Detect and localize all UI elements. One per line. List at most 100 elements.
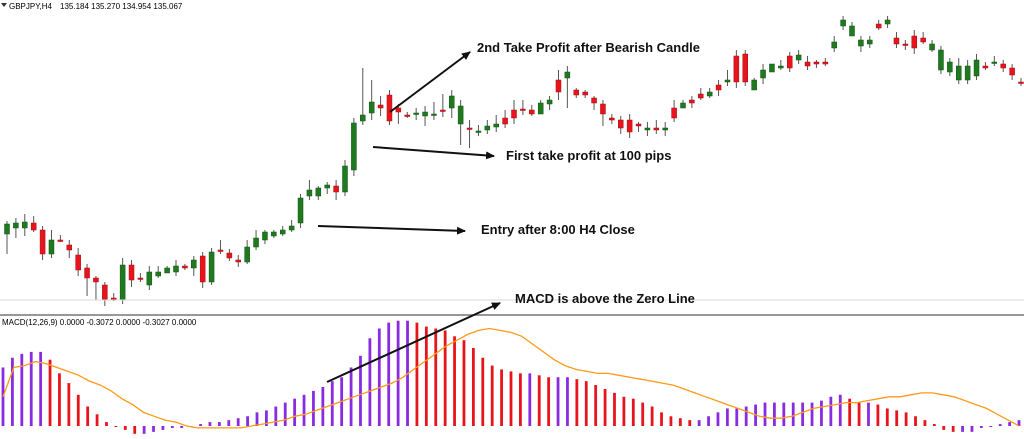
macd-histogram-bar: [942, 426, 946, 430]
candle: [653, 120, 660, 134]
candle: [22, 214, 28, 236]
bullish-candle-body: [324, 184, 330, 189]
pane-separator[interactable]: [0, 299, 1024, 316]
bearish-candle-body: [511, 109, 517, 119]
candle: [1018, 78, 1024, 86]
candle: [795, 50, 802, 64]
bullish-candle-body: [431, 113, 437, 116]
candle: [564, 66, 571, 108]
macd-signal-line: [2, 327, 1020, 429]
candle: [893, 32, 900, 48]
bearish-candle-body: [66, 244, 73, 251]
candle: [164, 266, 170, 274]
macd-histogram-bar: [377, 328, 381, 426]
macd-histogram-bar: [330, 381, 334, 426]
macd-histogram-bar: [528, 373, 532, 426]
macd-histogram-bar: [142, 426, 146, 434]
bearish-candle-body: [137, 277, 144, 280]
candle: [680, 100, 686, 109]
annotation-second-take-profit: 2nd Take Profit after Bearish Candle: [477, 40, 700, 55]
macd-indicator-label: MACD(12,26,9) 0.0000 -0.3072 0.0000 -0.3…: [2, 318, 197, 327]
bullish-candle-body: [778, 65, 784, 69]
macd-histogram-bar: [547, 377, 551, 426]
macd-histogram-bar: [641, 402, 645, 426]
macd-histogram-bar: [246, 416, 249, 426]
bullish-candle-body: [680, 102, 686, 109]
bullish-candle-body: [253, 237, 259, 248]
symbol-label: GBPJPY,H4: [9, 2, 53, 11]
macd-histogram-bar: [923, 420, 927, 426]
bullish-candle-body: [22, 221, 28, 229]
bullish-candle-body: [964, 65, 971, 81]
macd-histogram-bar: [904, 412, 908, 426]
bearish-candle-body: [529, 109, 535, 115]
bearish-candle-body: [466, 127, 473, 130]
candle: [386, 90, 393, 125]
bullish-candle-body: [360, 114, 366, 122]
macd-histogram-bar: [895, 410, 899, 426]
macd-histogram-bar: [537, 375, 541, 426]
macd-histogram-bar: [29, 351, 33, 426]
bearish-candle-body: [217, 249, 224, 252]
candle: [146, 266, 153, 290]
macd-pane: MACD(12,26,9) 0.0000 -0.3072 0.0000 -0.3…: [1, 318, 1021, 434]
candle: [760, 64, 766, 84]
candle: [57, 235, 64, 242]
bullish-candle-body: [13, 222, 19, 229]
candle: [431, 102, 437, 120]
bullish-candle-body: [262, 231, 268, 241]
macd-histogram-bar: [951, 426, 955, 432]
candle: [413, 108, 419, 120]
macd-histogram-bar: [697, 420, 701, 426]
candle: [644, 122, 651, 136]
bullish-candle-body: [858, 39, 864, 47]
macd-histogram-bar: [848, 398, 852, 426]
bullish-candle-body: [760, 69, 766, 79]
macd-histogram-bar: [584, 381, 588, 426]
candle: [119, 258, 126, 304]
candle: [537, 100, 544, 115]
candle: [973, 54, 980, 80]
bearish-candle-body: [822, 61, 829, 65]
candle: [902, 40, 909, 50]
candle: [48, 230, 55, 258]
bullish-candle-body: [279, 229, 286, 235]
bearish-candle-body: [635, 123, 642, 127]
macd-histogram-bar: [217, 422, 221, 426]
annotations-layer: 2nd Take Profit after Bearish Candle Fir…: [317, 40, 700, 383]
candle: [342, 160, 348, 196]
bullish-candle-body: [751, 79, 757, 91]
macd-histogram-bar: [876, 404, 880, 426]
bearish-candle-body: [626, 119, 633, 133]
arrow-first-take-profit: [372, 146, 495, 160]
window-menu-icon[interactable]: [1, 3, 7, 7]
bearish-candle-body: [813, 61, 820, 65]
candle: [769, 63, 775, 73]
macd-histogram-bar: [631, 398, 635, 426]
candle: [39, 226, 46, 260]
bearish-candle-body: [235, 259, 242, 263]
bearish-candle-body: [440, 109, 446, 112]
bearish-candle-body: [57, 239, 64, 242]
bullish-candle-body: [769, 63, 775, 73]
bearish-candle-body: [395, 107, 402, 113]
bearish-candle-body: [1000, 63, 1006, 69]
bullish-candle-body: [191, 259, 197, 269]
bullish-candle-body: [271, 231, 277, 237]
macd-histogram-bar: [763, 402, 767, 426]
bullish-candle-body: [342, 165, 348, 193]
candle: [1009, 64, 1015, 80]
candle: [4, 221, 10, 254]
bearish-candle-body: [609, 117, 615, 121]
macd-histogram-bar: [961, 426, 964, 432]
macd-histogram-bar: [998, 424, 1002, 426]
macd-histogram-bar: [979, 426, 983, 428]
macd-histogram-bar: [660, 412, 663, 426]
candle: [991, 56, 998, 66]
macd-histogram-bar: [490, 365, 494, 426]
macd-histogram-bar: [914, 416, 917, 426]
candle: [600, 100, 606, 126]
candle: [715, 80, 722, 96]
candle: [733, 50, 740, 88]
bullish-candle-body: [297, 197, 304, 224]
